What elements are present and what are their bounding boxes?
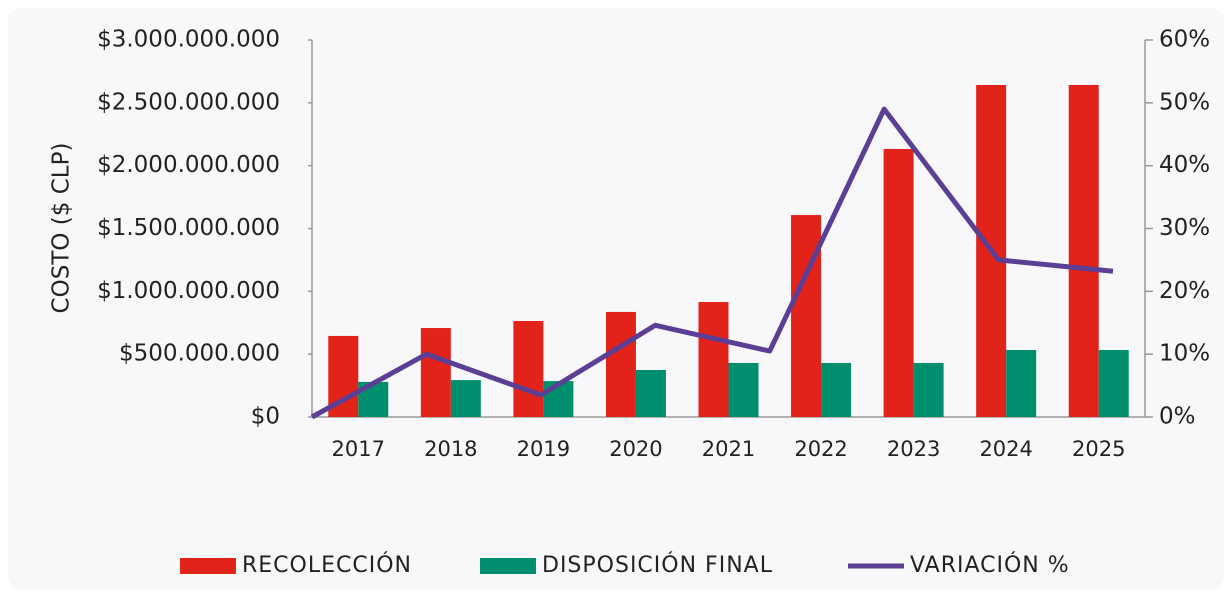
y2-tick-label: 0% (1159, 404, 1196, 430)
bar (605, 311, 636, 417)
x-tick-label: 2017 (332, 437, 385, 461)
bar (698, 302, 729, 417)
y2-tick-label: 60% (1159, 27, 1210, 53)
x-tick-label: 2019 (517, 437, 570, 461)
x-tick-label: 2023 (887, 437, 940, 461)
bar (791, 215, 822, 417)
bar (883, 148, 914, 417)
bar (635, 370, 666, 417)
x-tick-label: 2018 (424, 437, 477, 461)
bar (1006, 350, 1037, 417)
y2-tick-label: 20% (1159, 278, 1210, 304)
legend-swatch (480, 558, 536, 574)
y-tick-label: $1.000.000.000 (97, 278, 280, 304)
bar (821, 362, 852, 417)
x-tick-label: 2022 (794, 437, 847, 461)
y2-tick-label: 10% (1159, 341, 1210, 367)
y-tick-label: $1.500.000.000 (97, 215, 280, 241)
bar (728, 362, 759, 417)
y2-tick-label: 50% (1159, 89, 1210, 115)
x-tick-label: 2021 (702, 437, 755, 461)
legend-label: DISPOSICIÓN FINAL (542, 552, 773, 578)
line (310, 106, 1114, 420)
y2-tick-label: 40% (1159, 152, 1210, 178)
x-tick-label: 2024 (979, 437, 1032, 461)
y-tick-label: $3.000.000.000 (97, 27, 280, 53)
bar (513, 320, 544, 417)
bar (913, 362, 944, 417)
x-tick-label: 2025 (1072, 437, 1125, 461)
y-tick-label: $500.000.000 (119, 341, 280, 367)
bar (420, 328, 451, 417)
y-axis-label: COSTO ($ CLP) (49, 143, 75, 314)
legend-label: VARIACIÓN % (910, 552, 1070, 578)
y-tick-label: $2.500.000.000 (97, 89, 280, 115)
bar (450, 380, 481, 417)
bar (1098, 350, 1129, 417)
x-tick-label: 2020 (609, 437, 662, 461)
y2-tick-label: 30% (1159, 215, 1210, 241)
y-tick-label: $0 (251, 404, 280, 430)
y-tick-label: $2.000.000.000 (97, 152, 280, 178)
legend-swatch (180, 558, 236, 574)
bar (1068, 84, 1099, 417)
legend-label: RECOLECCIÓN (242, 552, 412, 578)
